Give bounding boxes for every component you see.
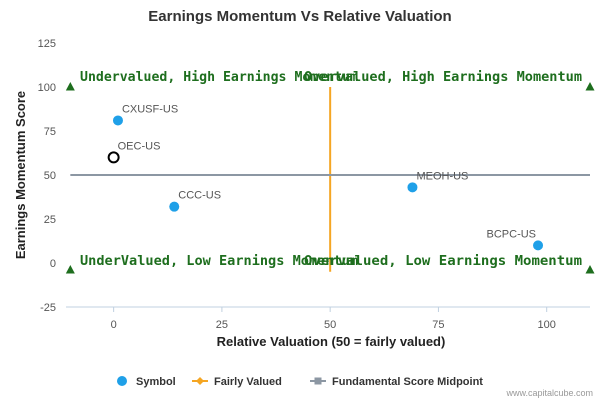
data-point [407, 182, 418, 193]
x-tick-label: 75 [432, 319, 444, 331]
corner-triangle-marker [585, 82, 595, 91]
x-axis-title: Relative Valuation (50 = fairly valued) [217, 334, 446, 349]
data-point-highlighted [107, 151, 120, 164]
y-tick-label: 0 [50, 258, 56, 270]
x-tick-label: 50 [324, 319, 336, 331]
corner-triangle-marker [65, 82, 75, 91]
data-point-label: OEC-US [118, 140, 161, 152]
y-tick-label: 125 [38, 38, 56, 50]
y-axis-title: Earnings Momentum Score [13, 91, 28, 259]
corner-triangle-marker [65, 265, 75, 274]
data-point-label: BCPC-US [487, 228, 537, 240]
y-tick-label: 100 [38, 82, 56, 94]
legend-symbol-dot-icon [117, 376, 127, 386]
plot-area: -25 0 25 50 75 100 125 0 25 50 75 100 Undervalued, H… [38, 38, 595, 331]
legend-diamond-icon [196, 377, 204, 385]
legend-label: Fairly Valued [214, 376, 282, 388]
credit-text: www.capitalcube.com [505, 388, 593, 398]
data-point [112, 115, 123, 126]
legend-label: Symbol [136, 376, 176, 388]
x-tick-label: 0 [111, 319, 117, 331]
data-point [533, 240, 544, 251]
chart-title: Earnings Momentum Vs Relative Valuation [148, 8, 451, 25]
y-tick-label: 25 [44, 214, 56, 226]
quadrant-label-top-left: Undervalued, High Earnings Momentum [80, 69, 358, 85]
quadrant-label-bottom-right: Overvalued, Low Earnings Momentum [304, 253, 582, 269]
legend-label: Fundamental Score Midpoint [332, 376, 483, 388]
data-point-label: MEOH-US [416, 170, 468, 182]
data-point-label: CXUSF-US [122, 103, 178, 115]
y-tick-label: 75 [44, 126, 56, 138]
y-tick-label: 50 [44, 170, 56, 182]
x-tick-label: 25 [216, 319, 228, 331]
quadrant-label-top-right: Overvalued, High Earnings Momentum [304, 69, 582, 85]
legend: Symbol Fairly Valued Fundamental Score Mid… [117, 376, 483, 388]
x-tick-label: 100 [538, 319, 556, 331]
data-point [169, 201, 180, 212]
y-tick-label: -25 [40, 302, 56, 314]
data-point-label: CCC-US [178, 190, 221, 202]
corner-triangle-marker [585, 265, 595, 274]
legend-square-icon [314, 377, 322, 385]
quadrant-label-bottom-left: UnderValued, Low Earnings Momentum [80, 253, 358, 269]
